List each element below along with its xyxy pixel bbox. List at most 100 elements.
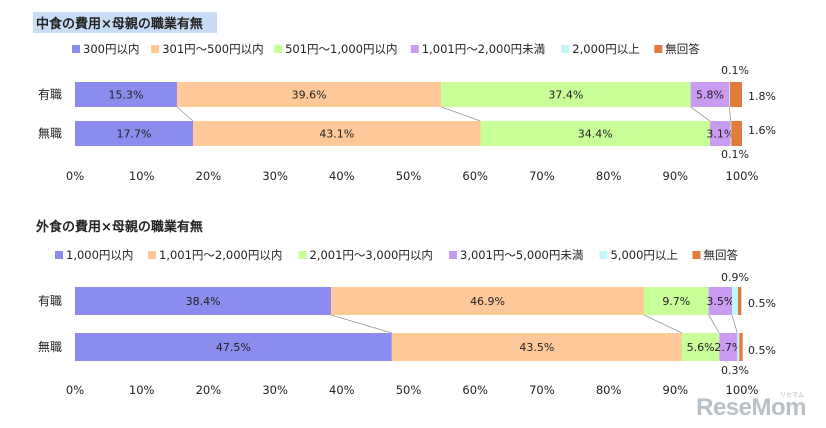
x-tick-label: 30% (262, 383, 288, 397)
legend-label: 無回答 (704, 248, 739, 262)
legend-label: 1,001円～2,000円以内 (159, 248, 282, 262)
x-tick-label: 40% (329, 169, 355, 183)
data-label: 1.8% (748, 90, 776, 103)
legend-item: 3,001円～5,000円未満 (449, 248, 583, 262)
chart-title: 外食の費用×母親の職業有無 (36, 220, 203, 235)
x-tick-label: 60% (462, 169, 488, 183)
legend-item: 1,001円～2,000円以内 (148, 248, 282, 262)
data-label: 43.1% (319, 128, 354, 141)
legend: 300円以内 301円～500円以内 501円～1,000円以内 1,001円～2,0… (72, 42, 700, 56)
x-tick-label: 70% (529, 383, 555, 397)
bar-segment (719, 333, 738, 361)
legend-label: 3,001円～5,000円未満 (460, 248, 583, 262)
logo-small-text: リセマム (779, 393, 804, 399)
legend-item: 501円～1,000円以内 (274, 42, 397, 56)
legend-label: 501円～1,000円以内 (285, 42, 397, 56)
legend-label: 301円～500円以内 (162, 42, 263, 56)
x-tick-label: 70% (529, 169, 555, 183)
connector-line (708, 314, 720, 334)
bar-segment (75, 333, 392, 361)
x-tick-label: 20% (196, 383, 222, 397)
bar-segment (690, 82, 730, 107)
legend-swatch (561, 45, 570, 53)
bar-segment (331, 287, 644, 315)
x-tick-label: 90% (663, 383, 689, 397)
bar-segment (729, 82, 742, 107)
x-tick-label: 50% (396, 169, 422, 183)
legend: 1,000円以内 1,001円～2,000円以内 2,001円～3,000円以内 3,… (55, 248, 738, 262)
legend-item: 1,000円以内 (55, 248, 133, 262)
data-label: 5.8% (696, 89, 724, 102)
data-label: 0.5% (748, 344, 776, 357)
data-label: 2.7% (714, 341, 742, 354)
x-tick-label: 30% (262, 169, 288, 183)
category-label: 有職 (38, 294, 62, 308)
data-label: 0.1% (721, 64, 749, 77)
data-label: 1.6% (748, 124, 776, 137)
bar-segment (731, 287, 738, 315)
category-label: 無職 (38, 339, 62, 354)
connector-line (643, 314, 683, 334)
legend-swatch (72, 45, 80, 53)
x-axis: 0% 10% 20% 30% 40% 50% 60% 70% 80% 90% 100% (66, 169, 759, 183)
legend-item: 301円～500円以内 (151, 42, 264, 56)
data-label: 9.7% (662, 295, 690, 308)
bar-segment (729, 82, 730, 107)
x-tick-label: 10% (129, 383, 155, 397)
data-label: 15.3% (109, 89, 144, 102)
connector-lines (331, 314, 738, 334)
bar-segment (391, 333, 682, 361)
x-tick-label: 0% (66, 383, 84, 397)
x-tick-label: 100% (726, 383, 759, 397)
x-tick-label: 80% (596, 383, 622, 397)
chart-title: 中食の費用×母親の職業有無 (33, 12, 217, 33)
legend-swatch (692, 251, 701, 259)
data-label: 39.6% (292, 89, 327, 102)
data-label: 0.9% (721, 271, 749, 284)
legend-item: 1,001円～2,000円未満 (410, 42, 545, 56)
data-label: 38.4% (186, 295, 221, 308)
x-tick-label: 40% (329, 383, 355, 397)
connector-line (441, 106, 481, 122)
bar-segment (75, 121, 194, 146)
legend-label: 5,000円以上 (611, 248, 678, 262)
bar-segment (193, 121, 481, 146)
legend-item: 2,000円以上 (561, 42, 640, 56)
x-tick-label: 20% (196, 169, 222, 183)
data-label: 5.6% (687, 341, 715, 354)
legend-swatch (148, 251, 156, 259)
data-label: 0.1% (721, 148, 749, 161)
data-label: 37.4% (548, 89, 583, 102)
connector-line (176, 106, 194, 122)
data-label: 3.1% (706, 128, 734, 141)
legend-item: 5,000円以上 (599, 248, 678, 262)
legend-swatch (449, 251, 457, 259)
legend-swatch (274, 45, 283, 53)
legend-swatch (151, 45, 160, 53)
bar-segment (737, 287, 742, 315)
bar-segment (730, 121, 732, 146)
connector-lines (176, 106, 732, 122)
bar-segment (681, 333, 720, 361)
legend-label: 無回答 (665, 42, 700, 56)
legend-label: 300円以内 (83, 42, 139, 56)
chart-nakashoku: 中食の費用×母親の職業有無 300円以内 301円～500円以内 501円～1,00… (0, 0, 826, 200)
legend-label: 1,001円～2,000円未満 (422, 42, 545, 56)
bar-segment (441, 82, 691, 107)
data-label: 43.5% (519, 341, 554, 354)
bar-segment (75, 287, 332, 315)
legend-swatch (55, 251, 63, 259)
x-axis: 0% 10% 20% 30% 40% 50% 60% 70% 80% 90% 100% (66, 383, 759, 397)
legend-label: 1,000円以内 (66, 248, 133, 262)
x-tick-label: 0% (66, 169, 84, 183)
bar-segment (737, 333, 740, 361)
legend-item: 300円以内 (72, 42, 139, 56)
connector-line (728, 106, 732, 122)
x-tick-label: 60% (462, 383, 488, 397)
connector-line (331, 314, 392, 334)
data-label: 47.5% (216, 341, 251, 354)
legend-item: 無回答 (692, 248, 739, 262)
connector-line (731, 314, 738, 334)
legend-label: 2,000円以上 (572, 42, 639, 56)
